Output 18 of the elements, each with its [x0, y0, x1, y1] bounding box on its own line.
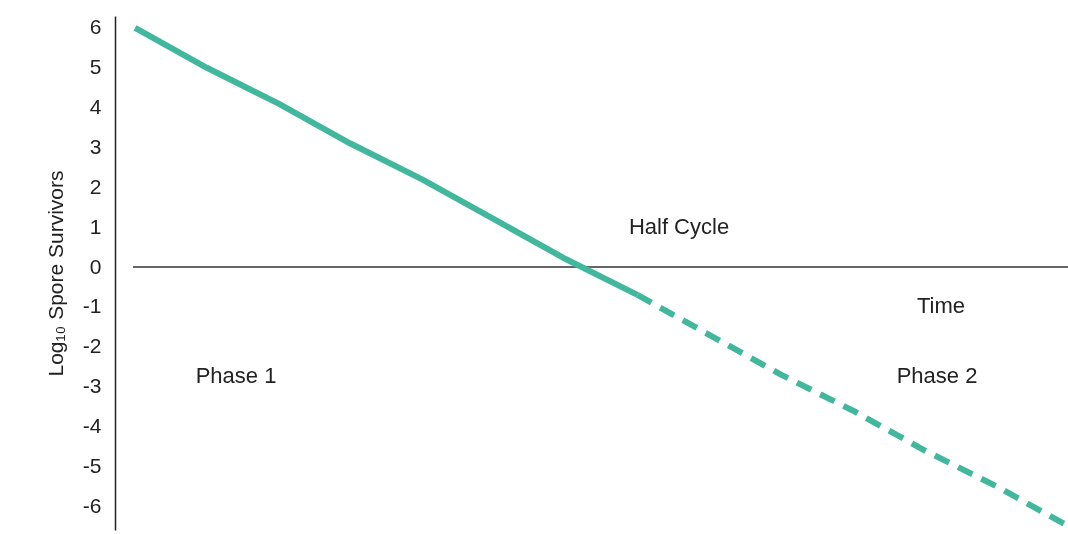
y-tick-label: -2 [82, 334, 102, 358]
y-tick-label: 1 [89, 214, 102, 238]
y-axis-title: Log₁₀ Spore Survivors [43, 170, 67, 377]
y-tick-label: 6 [89, 15, 102, 39]
y-tick-label: -1 [82, 294, 102, 318]
y-tick-label: -5 [82, 453, 102, 477]
annotation: Phase 1 [195, 363, 277, 388]
annotation: Phase 2 [896, 363, 978, 388]
y-tick-label: -6 [82, 493, 102, 517]
y-tick-label: 5 [89, 55, 102, 79]
annotation: Half Cycle [628, 214, 730, 239]
y-tick-label: 0 [89, 254, 102, 278]
y-tick-label: 4 [89, 95, 102, 119]
y-tick-label: 2 [89, 174, 102, 198]
y-tick-label: -3 [82, 374, 102, 398]
y-tick-label: -4 [82, 413, 102, 437]
x-axis-title: Time [916, 293, 966, 318]
y-tick-label: 3 [89, 134, 102, 158]
